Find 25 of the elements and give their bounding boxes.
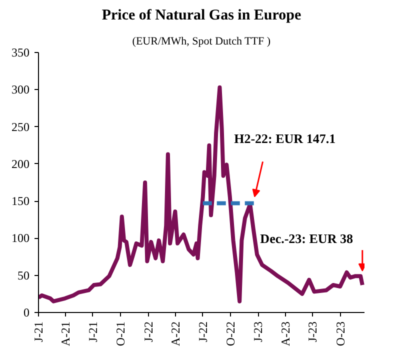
y-tick-label: 200 [12,156,30,171]
x-tick-label: J-21 [86,321,100,342]
x-tick-label: A-21 [58,321,73,346]
chart-subtitle: (EUR/MWh, Spot Dutch TTF ) [132,36,271,48]
x-tick-label: O-23 [333,321,348,346]
y-tick-label: 50 [18,268,30,282]
x-tick-label: J-23 [306,321,320,342]
annotation: Dec.-23: EUR 38 [260,231,354,246]
x-tick-label: O-22 [224,321,238,346]
x-tick-label: J-22 [196,321,210,342]
x-tick-label: O-21 [114,321,128,346]
x-tick-label: A-22 [168,321,182,346]
annotation: H2-22: EUR 147.1 [234,131,336,146]
x-tick-label: A-23 [278,321,292,346]
y-tick-label: 350 [12,46,30,60]
y-tick-label: 100 [12,231,30,246]
line-series [38,85,364,304]
y-tick-label: 150 [12,194,30,208]
y-tick-label: 300 [12,82,30,97]
x-tick-label: J-21 [32,321,46,342]
y-tick-label: 250 [12,120,30,134]
x-tick-label: J-22 [141,321,156,342]
x-tick-label: J-23 [251,321,266,342]
chart-title: Price of Natural Gas in Europe [102,8,302,24]
y-tick-label: 0 [24,306,30,320]
